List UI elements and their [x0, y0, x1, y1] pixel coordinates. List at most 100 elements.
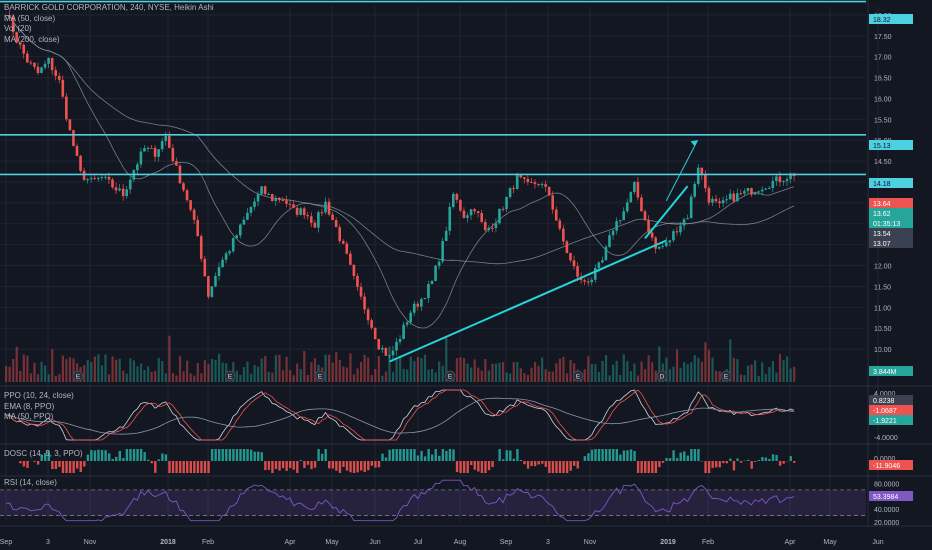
candle-body [785, 179, 789, 182]
dosc-bar [317, 449, 320, 461]
volume-bar [157, 357, 160, 382]
forecast-arrow[interactable] [665, 139, 699, 202]
dosc-bar [72, 461, 75, 473]
dosc-bar [746, 459, 750, 461]
x-tick-label: Nov [584, 539, 597, 546]
candle-body [544, 184, 547, 187]
candle-body [278, 197, 281, 201]
dosc-bar [707, 461, 711, 473]
candle-body [288, 203, 292, 205]
candle-body [249, 206, 253, 213]
candle-body [512, 188, 515, 190]
y-tick-label: 10.50 [874, 326, 892, 333]
dosc-bar [516, 449, 519, 461]
dosc-bar [214, 449, 217, 461]
candle-body [501, 208, 505, 210]
volume-bar [221, 362, 224, 382]
volume-bar [551, 371, 554, 382]
candle-body [384, 348, 388, 356]
volume-bar [686, 364, 689, 382]
event-marker[interactable] [314, 370, 326, 382]
dosc-bar [413, 449, 416, 461]
candle-body [36, 66, 40, 73]
event-marker[interactable] [224, 370, 236, 382]
main-legend: BARRICK GOLD CORPORATION, 240, NYSE, Hei… [4, 3, 214, 45]
candle-body [640, 197, 643, 212]
volume-bar [356, 368, 359, 382]
volume-bar [33, 362, 36, 382]
candle-body [778, 176, 782, 183]
dosc-bar [33, 461, 36, 462]
ppo-axis-label [869, 415, 913, 425]
candle-body [622, 211, 625, 221]
candle-body [736, 193, 739, 202]
dosc-bar [466, 461, 469, 473]
dosc-bar [83, 461, 86, 467]
volume-bar [239, 374, 242, 382]
volume-bar [480, 370, 483, 382]
volume-bar [260, 358, 263, 382]
ppo-axis-label-text: -1.9221 [873, 418, 897, 425]
dosc-bar [65, 461, 68, 473]
volume-bar [409, 356, 412, 382]
volume-bar [484, 359, 487, 382]
volume-bar [633, 363, 636, 382]
dosc-bar [590, 449, 594, 461]
event-marker[interactable] [656, 370, 668, 382]
candle-body [459, 199, 462, 211]
ppo-tick-label: -4.0000 [874, 435, 898, 442]
dosc-bar [683, 451, 686, 461]
price-axis-label [869, 14, 913, 24]
dosc-bar [299, 460, 303, 461]
volume-bar [768, 367, 771, 382]
volume-bar [299, 368, 302, 382]
volume-bar [175, 375, 178, 382]
candle-body [192, 209, 196, 220]
x-tick-label: 2019 [660, 539, 676, 546]
candle-body [231, 238, 235, 252]
dosc-bar [97, 449, 100, 461]
candle-body [483, 221, 487, 231]
event-marker[interactable] [572, 370, 584, 382]
volume-bar [761, 362, 764, 382]
dosc-bar [509, 450, 512, 461]
volume-bar [541, 357, 544, 382]
volume-bar [626, 361, 629, 382]
candle-body [654, 237, 657, 249]
volume-bar [459, 357, 462, 382]
dosc-bar [626, 450, 629, 461]
trendline[interactable] [644, 185, 689, 240]
candle-body [728, 193, 732, 200]
candle-body [423, 297, 427, 300]
volume-bar [700, 361, 703, 382]
event-marker[interactable] [720, 370, 732, 382]
dosc-bar [551, 461, 555, 473]
candle-body [753, 192, 757, 195]
trendline[interactable] [388, 239, 667, 363]
dosc-bar [331, 461, 334, 469]
volume-bar [178, 356, 182, 382]
candle-body [714, 198, 718, 202]
volume-bar [590, 363, 593, 382]
volume-bar [367, 357, 370, 382]
dosc-bar [718, 461, 721, 468]
dosc-bar [246, 449, 249, 461]
dosc-bar [143, 452, 146, 461]
dosc-bar [186, 461, 189, 473]
volume-bar [68, 357, 72, 382]
event-marker[interactable] [444, 370, 456, 382]
dosc-bar [377, 461, 381, 468]
volume-bar [505, 372, 508, 382]
candle-body [349, 253, 352, 265]
dosc-bar [434, 449, 437, 461]
dosc-bar [622, 450, 626, 461]
x-tick-label: Jul [414, 539, 423, 546]
candle-body [547, 186, 551, 196]
dosc-bar [132, 449, 136, 461]
candle-body [79, 155, 82, 171]
dosc-bar [210, 449, 214, 461]
dosc-bar [754, 461, 757, 462]
event-marker[interactable] [72, 370, 84, 382]
candle-body [72, 130, 75, 147]
